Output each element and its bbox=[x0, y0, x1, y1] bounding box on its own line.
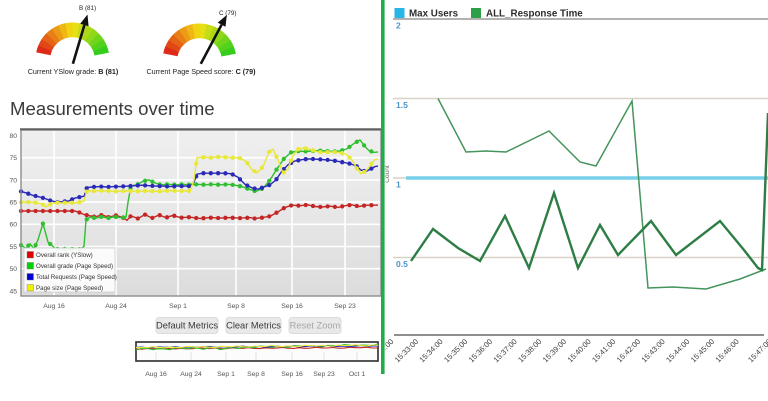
svg-text:2: 2 bbox=[396, 21, 401, 31]
svg-text:Sep 8: Sep 8 bbox=[247, 371, 265, 378]
svg-text:75: 75 bbox=[9, 155, 17, 162]
svg-text:15:39:00: 15:39:00 bbox=[541, 337, 568, 364]
svg-text:15:46:00: 15:46:00 bbox=[714, 337, 741, 364]
svg-text:15:37:00: 15:37:00 bbox=[492, 337, 519, 364]
svg-text:Sep 16: Sep 16 bbox=[281, 371, 303, 378]
svg-text:1: 1 bbox=[396, 180, 401, 190]
svg-text:Current YSlow grade: B (81): Current YSlow grade: B (81) bbox=[28, 67, 119, 76]
svg-text:15:42:00: 15:42:00 bbox=[615, 337, 642, 364]
svg-text:Sep 16: Sep 16 bbox=[281, 303, 303, 310]
svg-text:1.5: 1.5 bbox=[396, 100, 408, 110]
svg-text:15:40:00: 15:40:00 bbox=[566, 337, 593, 364]
svg-text:15:35:00: 15:35:00 bbox=[442, 337, 469, 364]
svg-text:70: 70 bbox=[9, 177, 17, 184]
svg-text:Measurements over time: Measurements over time bbox=[10, 98, 215, 119]
svg-text:Aug 24: Aug 24 bbox=[180, 371, 202, 378]
svg-text:55: 55 bbox=[9, 244, 17, 251]
svg-text:0.5: 0.5 bbox=[396, 259, 408, 269]
svg-text:Current Page Speed score: C (7: Current Page Speed score: C (79) bbox=[146, 67, 256, 76]
svg-text:45: 45 bbox=[9, 288, 17, 295]
svg-text:15:41:00: 15:41:00 bbox=[590, 337, 617, 364]
svg-text:Overall grade (Page Speed): Overall grade (Page Speed) bbox=[36, 263, 113, 270]
svg-text:Sep 23: Sep 23 bbox=[313, 371, 335, 378]
svg-text:Aug 16: Aug 16 bbox=[145, 371, 167, 378]
svg-text:Sep 8: Sep 8 bbox=[227, 303, 245, 310]
svg-text:Page size (Page Speed): Page size (Page Speed) bbox=[36, 285, 103, 292]
svg-text:15:34:00: 15:34:00 bbox=[417, 337, 444, 364]
svg-text:Total Requests (Page Speed): Total Requests (Page Speed) bbox=[36, 274, 117, 281]
svg-text:Oct 1: Oct 1 bbox=[349, 371, 365, 378]
svg-text:80: 80 bbox=[9, 133, 17, 140]
svg-text:Aug 16: Aug 16 bbox=[43, 303, 65, 310]
svg-text:15:44:00: 15:44:00 bbox=[664, 337, 691, 364]
svg-text:Clear Metrics: Clear Metrics bbox=[226, 321, 281, 331]
svg-text:15:45:00: 15:45:00 bbox=[689, 337, 716, 364]
svg-text:Sep 23: Sep 23 bbox=[334, 303, 356, 310]
svg-text:15:33:00: 15:33:00 bbox=[393, 337, 420, 364]
svg-text:15:38:00: 15:38:00 bbox=[516, 337, 543, 364]
svg-text:65: 65 bbox=[9, 200, 17, 207]
svg-text:Sep 1: Sep 1 bbox=[169, 303, 187, 310]
svg-text:50: 50 bbox=[9, 266, 17, 273]
svg-text:Count: Count bbox=[384, 165, 391, 183]
svg-text:ALL_Response Time: ALL_Response Time bbox=[486, 9, 583, 20]
svg-text:60: 60 bbox=[9, 222, 17, 229]
svg-text:Reset Zoom: Reset Zoom bbox=[290, 321, 341, 331]
svg-text:Sep 1: Sep 1 bbox=[217, 371, 235, 378]
svg-text:Max Users: Max Users bbox=[409, 9, 459, 20]
svg-text:15:43:00: 15:43:00 bbox=[640, 337, 667, 364]
svg-text:15:47:00: 15:47:00 bbox=[746, 337, 768, 364]
svg-text:Aug 24: Aug 24 bbox=[105, 303, 127, 310]
svg-text:15:36:00: 15:36:00 bbox=[467, 337, 494, 364]
svg-text:C (79): C (79) bbox=[219, 10, 237, 17]
svg-text:Default Metrics: Default Metrics bbox=[156, 321, 218, 331]
svg-text:B (81): B (81) bbox=[79, 5, 96, 12]
svg-text:Overall rank (YSlow): Overall rank (YSlow) bbox=[36, 252, 93, 259]
